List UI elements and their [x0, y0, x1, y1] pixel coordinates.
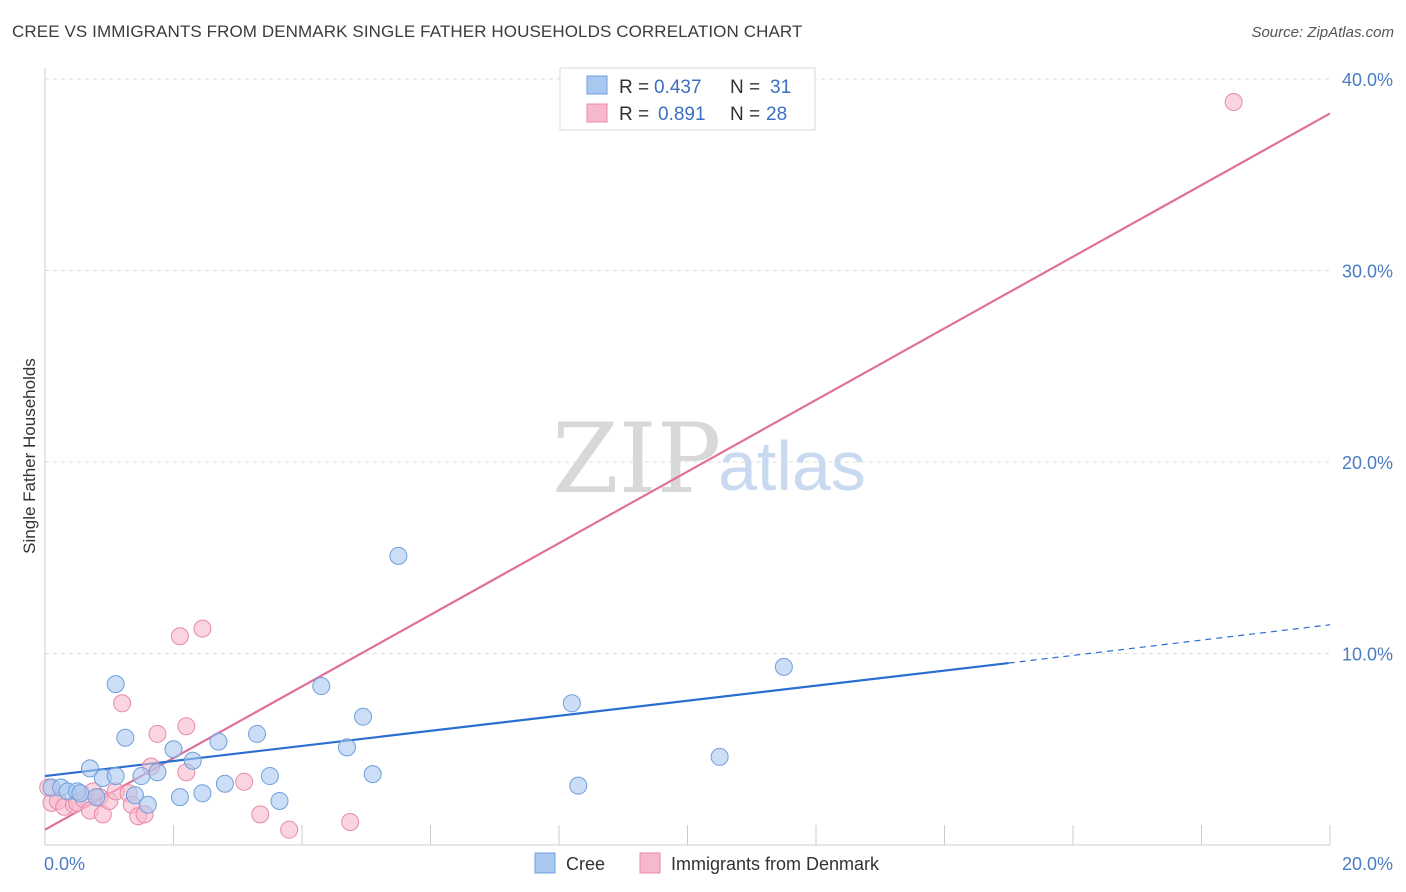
watermark-atlas: atlas [718, 427, 866, 505]
point-denmark-19 [148, 724, 167, 743]
point-denmark-20 [177, 717, 196, 736]
y-tick-label-0: 10.0% [1342, 645, 1393, 665]
point-cree-22 [260, 767, 279, 786]
chart-title: CREE VS IMMIGRANTS FROM DENMARK SINGLE F… [12, 22, 803, 41]
legend-r-label-denmark: R = [619, 104, 649, 125]
point-cree-11 [116, 728, 135, 747]
point-cree-28 [389, 546, 408, 565]
gridlines [45, 78, 1330, 654]
chart-source: Source: ZipAtlas.com [1251, 24, 1394, 41]
point-denmark-23 [193, 619, 212, 638]
bottom-legend: Cree Immigrants from Denmark [534, 852, 880, 874]
point-cree-32 [774, 657, 793, 676]
point-cree-17 [183, 751, 202, 770]
point-cree-30 [569, 776, 588, 795]
point-cree-24 [312, 677, 331, 696]
legend-swatch-denmark [586, 103, 608, 123]
point-cree-6 [87, 788, 106, 807]
point-denmark-25 [251, 805, 270, 824]
legend-n-label-denmark: N = [730, 104, 760, 125]
y-tick-label-1: 20.0% [1342, 453, 1393, 473]
y-tick-labels: 10.0% 20.0% 30.0% 40.0% [1342, 70, 1393, 665]
scatter-points [39, 92, 1243, 839]
point-cree-5 [80, 759, 99, 778]
point-denmark-27 [341, 813, 360, 832]
point-cree-27 [363, 765, 382, 784]
legend-n-label-cree: N = [730, 77, 760, 98]
trend-line-denmark [44, 112, 1331, 831]
point-cree-15 [164, 740, 183, 759]
legend-n-value-cree: 31 [770, 77, 791, 98]
point-denmark-26 [280, 820, 299, 839]
point-cree-12 [132, 767, 151, 786]
y-tick-label-3: 40.0% [1342, 70, 1393, 90]
point-cree-13 [138, 795, 157, 814]
legend-r-value-cree: 0.437 [654, 77, 702, 98]
point-denmark-24 [235, 772, 254, 791]
point-cree-21 [248, 724, 267, 743]
legend-swatch-cree [586, 75, 608, 95]
y-tick-label-2: 30.0% [1342, 262, 1393, 282]
point-denmark-28 [1224, 92, 1243, 111]
point-cree-14 [148, 763, 167, 782]
bottom-legend-swatch-denmark [639, 852, 661, 874]
axes [44, 68, 1331, 846]
point-cree-18 [193, 784, 212, 803]
point-cree-26 [354, 707, 373, 726]
bottom-legend-label-cree: Cree [566, 854, 605, 874]
point-denmark-13 [113, 694, 132, 713]
point-cree-10 [106, 675, 125, 694]
y-axis-label: Single Father Households [20, 358, 39, 554]
point-cree-25 [337, 738, 356, 757]
trend-lines [44, 112, 1331, 831]
x-tick-label-1: 20.0% [1342, 854, 1393, 874]
legend-n-value-denmark: 28 [766, 104, 787, 125]
point-denmark-22 [170, 627, 189, 646]
trend-line-cree-extrapolated [1008, 624, 1331, 664]
x-tick-labels: 0.0% 20.0% [44, 854, 1393, 874]
trend-line-cree [44, 661, 1009, 778]
point-cree-29 [562, 694, 581, 713]
point-cree-16 [170, 788, 189, 807]
point-cree-4 [71, 784, 90, 803]
legend: R = 0.437 N = 31 R = 0.891 N = 28 [559, 67, 816, 131]
point-cree-20 [215, 774, 234, 793]
point-cree-23 [270, 791, 289, 810]
point-cree-8 [106, 767, 125, 786]
point-cree-9 [125, 786, 144, 805]
bottom-legend-label-denmark: Immigrants from Denmark [671, 854, 880, 874]
bottom-legend-swatch-cree [534, 852, 556, 874]
point-cree-31 [710, 747, 729, 766]
legend-r-value-denmark: 0.891 [658, 104, 706, 125]
point-cree-19 [209, 732, 228, 751]
legend-r-label-cree: R = [619, 77, 649, 98]
watermark-zip: ZIP [552, 403, 721, 515]
x-tick-label-0: 0.0% [44, 854, 85, 874]
